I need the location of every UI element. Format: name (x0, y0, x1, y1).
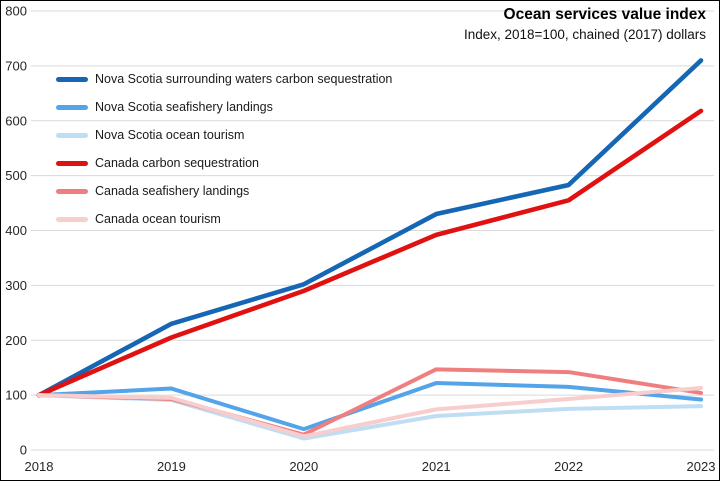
x-axis-label: 2022 (554, 459, 583, 474)
y-axis-label: 300 (5, 278, 27, 293)
legend-swatch-icon (56, 188, 88, 194)
legend-swatch-icon (56, 104, 88, 110)
legend-swatch-icon (56, 76, 88, 82)
legend-item: Nova Scotia surrounding waters carbon se… (56, 65, 392, 93)
series-line (37, 385, 703, 439)
y-axis-label: 600 (5, 113, 27, 128)
chart-subtitle: Index, 2018=100, chained (2017) dollars (463, 27, 706, 42)
legend-label: Nova Scotia surrounding waters carbon se… (95, 72, 393, 86)
legend-swatch-icon (56, 160, 88, 166)
series-line (36, 108, 704, 398)
x-axis-label: 2019 (157, 459, 186, 474)
series-line (36, 58, 704, 398)
legend-swatch-icon (56, 132, 88, 138)
x-axis-label: 2021 (422, 459, 451, 474)
y-axis-label: 500 (5, 168, 27, 183)
legend-label: Canada carbon sequestration (95, 156, 260, 170)
legend-item: Canada ocean tourism (56, 205, 392, 233)
legend-label: Canada seafishery landings (95, 184, 250, 198)
x-axis-label: 2018 (25, 459, 54, 474)
y-axis-label: 700 (5, 58, 27, 73)
chart-title: Ocean services value index (503, 6, 706, 23)
y-axis-label: 100 (5, 388, 27, 403)
y-axis-label: 400 (5, 223, 27, 238)
legend-item: Canada seafishery landings (56, 177, 392, 205)
y-axis-label: 800 (5, 4, 27, 19)
legend-item: Nova Scotia seafishery landings (56, 93, 392, 121)
legend-swatch-icon (56, 216, 88, 222)
series-line (37, 381, 703, 432)
legend-label: Nova Scotia seafishery landings (95, 100, 273, 114)
x-axis-label: 2020 (289, 459, 318, 474)
legend-item: Nova Scotia ocean tourism (56, 121, 392, 149)
y-axis-label: 200 (5, 333, 27, 348)
legend: Nova Scotia surrounding waters carbon se… (56, 65, 392, 233)
legend-label: Canada ocean tourism (95, 212, 221, 226)
y-axis-label: 0 (20, 443, 27, 458)
legend-label: Nova Scotia ocean tourism (95, 128, 245, 142)
x-axis-label: 2023 (687, 459, 716, 474)
legend-item: Canada carbon sequestration (56, 149, 392, 177)
